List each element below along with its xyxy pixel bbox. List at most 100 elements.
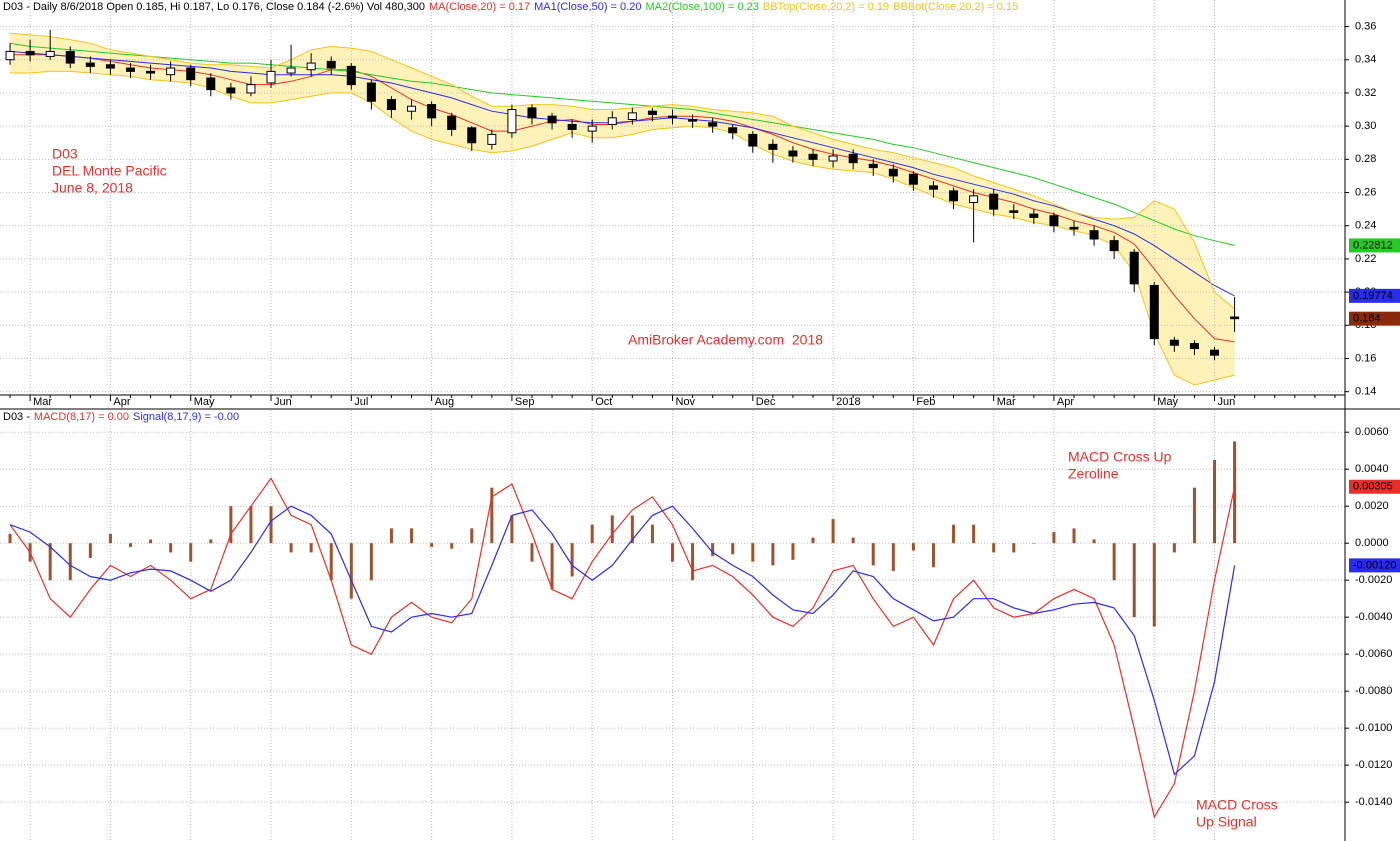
candle-body — [848, 153, 858, 164]
y-tick-label: 0.14 — [1355, 386, 1376, 398]
histogram-bar — [1052, 532, 1056, 544]
histogram-bar — [289, 543, 293, 553]
candle-body — [45, 50, 55, 57]
candle-body — [647, 110, 657, 116]
histogram-bar — [530, 543, 534, 562]
series-line — [10, 54, 1235, 343]
candle-body — [1189, 343, 1199, 350]
candle-body — [366, 82, 376, 102]
candle-body — [246, 84, 256, 94]
histogram-bar — [410, 528, 414, 544]
candle-body — [286, 67, 296, 74]
candle-body — [828, 155, 838, 162]
candle-body — [447, 115, 457, 130]
x-tick-label: Dec — [756, 396, 776, 408]
x-tick-label: 2018 — [836, 396, 860, 408]
candle-body — [105, 64, 115, 69]
histogram-bar — [1192, 487, 1196, 544]
candle-body — [1149, 284, 1159, 340]
candle-body — [146, 70, 156, 74]
histogram-bar — [731, 543, 735, 555]
histogram-bar — [851, 537, 855, 544]
histogram-bar — [430, 543, 434, 547]
y-tick-label: 0.36 — [1355, 20, 1376, 32]
legend-entry: BBTop(Close,20,2) = 0.19 — [763, 1, 889, 13]
series-line — [9, 50, 1235, 297]
histogram-bar — [550, 543, 554, 590]
header-title: D03 - Daily 8/6/2018 Open 0.185, Hi 0.18… — [3, 1, 425, 13]
candle-body — [306, 62, 316, 71]
candle-body — [708, 122, 718, 127]
candle-body — [587, 125, 597, 132]
candle-body — [427, 104, 437, 119]
histogram-bar — [229, 506, 233, 544]
annotation: MACD Cross — [1196, 797, 1278, 813]
candle-body — [266, 70, 276, 84]
watermark: AmiBroker Academy.com 2018 — [628, 332, 823, 348]
histogram-bar — [88, 543, 92, 558]
candle-body — [346, 65, 356, 86]
candle-body — [567, 123, 577, 130]
histogram-bar — [149, 539, 153, 544]
histogram-bar — [650, 524, 654, 544]
x-tick-label: Jul — [354, 396, 368, 408]
histogram-bar — [610, 515, 614, 544]
x-tick-label: Jun — [274, 396, 292, 408]
histogram-bar — [1012, 543, 1016, 553]
candle-body — [1169, 339, 1179, 346]
y-tick-label: 0.30 — [1355, 120, 1376, 132]
x-tick-label: Aug — [435, 396, 455, 408]
histogram-bar — [771, 543, 775, 566]
last-value-label: -0.00120 — [1353, 559, 1396, 571]
y-tick-label: -0.0140 — [1355, 796, 1392, 808]
series-line — [9, 32, 1235, 310]
histogram-bar — [108, 533, 112, 544]
candle-body — [206, 77, 216, 91]
close-label: 0.184 — [1353, 313, 1381, 325]
candle-body — [487, 133, 497, 145]
last-value-label: 0.22812 — [1353, 239, 1393, 251]
candle-body — [1089, 230, 1099, 240]
histogram-bar — [1213, 459, 1217, 544]
candle-body — [507, 109, 517, 134]
histogram-bar — [470, 528, 474, 544]
histogram-bar — [1152, 543, 1156, 627]
candle-body — [1029, 213, 1039, 218]
histogram-bar — [329, 543, 333, 581]
candle-body — [928, 185, 938, 190]
y-tick-label: -0.0120 — [1355, 759, 1392, 771]
candle-body — [728, 127, 738, 134]
last-value-label-box — [1349, 238, 1400, 253]
x-tick-label: Jun — [1218, 396, 1236, 408]
histogram-bar — [751, 543, 755, 562]
histogram-bar — [811, 537, 815, 544]
last-value-label-box — [1349, 288, 1400, 303]
x-tick-label: Mar — [33, 396, 52, 408]
y-tick-label: 0.24 — [1355, 220, 1376, 232]
candle-body — [908, 173, 918, 185]
candle-body — [748, 133, 758, 147]
candle-body — [1109, 240, 1119, 252]
histogram-bar — [510, 515, 514, 544]
y-tick-label: 0.0000 — [1355, 537, 1389, 549]
candle-body — [125, 67, 135, 72]
y-tick-label: -0.0040 — [1355, 611, 1392, 623]
histogram-bar — [952, 524, 956, 544]
candle-body — [65, 50, 75, 64]
candle-body — [226, 87, 236, 94]
histogram-bar — [891, 543, 895, 571]
histogram-bar — [450, 543, 454, 549]
histogram-bar — [1233, 441, 1237, 544]
histogram-bar — [1112, 543, 1116, 581]
x-tick-label: Apr — [113, 396, 130, 408]
legend-entry: MA1(Close,50) = 0.20 — [534, 1, 641, 13]
histogram-bar — [389, 528, 393, 544]
last-value-label-box — [1349, 479, 1400, 494]
candle-body — [166, 67, 176, 76]
y-tick-label: 0.26 — [1355, 186, 1376, 198]
histogram-bar — [309, 543, 313, 553]
legend-entry: Signal(8,17,9) = -0.00 — [133, 411, 239, 423]
x-tick-label: Oct — [595, 396, 612, 408]
histogram-bar — [48, 543, 52, 581]
